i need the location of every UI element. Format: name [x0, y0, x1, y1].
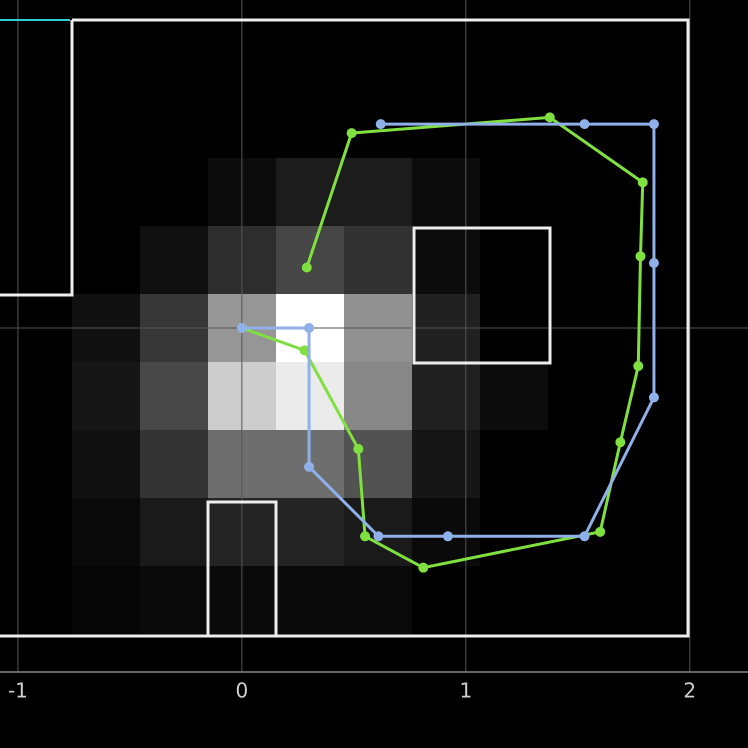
map-cell [72, 362, 140, 430]
map-cell [276, 566, 344, 634]
x-tick-label: 1 [459, 679, 472, 703]
map-cell [140, 362, 208, 430]
map-cell [412, 158, 480, 226]
grid [17, 0, 691, 672]
obstacles [0, 18, 690, 638]
waypoint [633, 361, 644, 372]
waypoint [648, 257, 659, 268]
waypoint [375, 119, 386, 130]
map-cell [412, 226, 480, 294]
x-tick-label: -1 [8, 679, 28, 703]
map-cell [480, 362, 548, 430]
waypoint [299, 345, 310, 356]
waypoint [648, 119, 659, 130]
waypoint [304, 461, 315, 472]
obstacle [0, 20, 74, 297]
map-cell [412, 430, 480, 498]
waypoint [579, 119, 590, 130]
waypoint [635, 251, 646, 262]
x-tick-label: 2 [683, 679, 696, 703]
waypoint [360, 531, 371, 542]
map-cell [140, 566, 208, 634]
boundary [0, 18, 690, 638]
map-cell [140, 226, 208, 294]
waypoint [648, 392, 659, 403]
map-cell [344, 362, 412, 430]
waypoint [637, 177, 648, 188]
map-cell [72, 566, 140, 634]
map-cell [72, 430, 140, 498]
map-cell [344, 158, 412, 226]
waypoint [353, 443, 364, 454]
waypoint [615, 437, 626, 448]
waypoint [442, 531, 453, 542]
waypoint [304, 322, 315, 333]
waypoint [373, 531, 384, 542]
waypoint [301, 262, 312, 273]
map-cell [344, 566, 412, 634]
obstacle [206, 500, 278, 636]
map-cell [140, 430, 208, 498]
waypoint [418, 562, 429, 573]
map-cell [72, 498, 140, 566]
x-tick-label: 0 [236, 679, 249, 703]
waypoint [544, 112, 555, 123]
obstacle [412, 226, 552, 365]
map-cell [276, 158, 344, 226]
map-cell [344, 226, 412, 294]
map-cell [412, 362, 480, 430]
waypoint [236, 322, 247, 333]
map-cell [276, 498, 344, 566]
map-cell [140, 498, 208, 566]
waypoint [579, 531, 590, 542]
waypoint [346, 128, 357, 139]
waypoint [595, 526, 606, 537]
